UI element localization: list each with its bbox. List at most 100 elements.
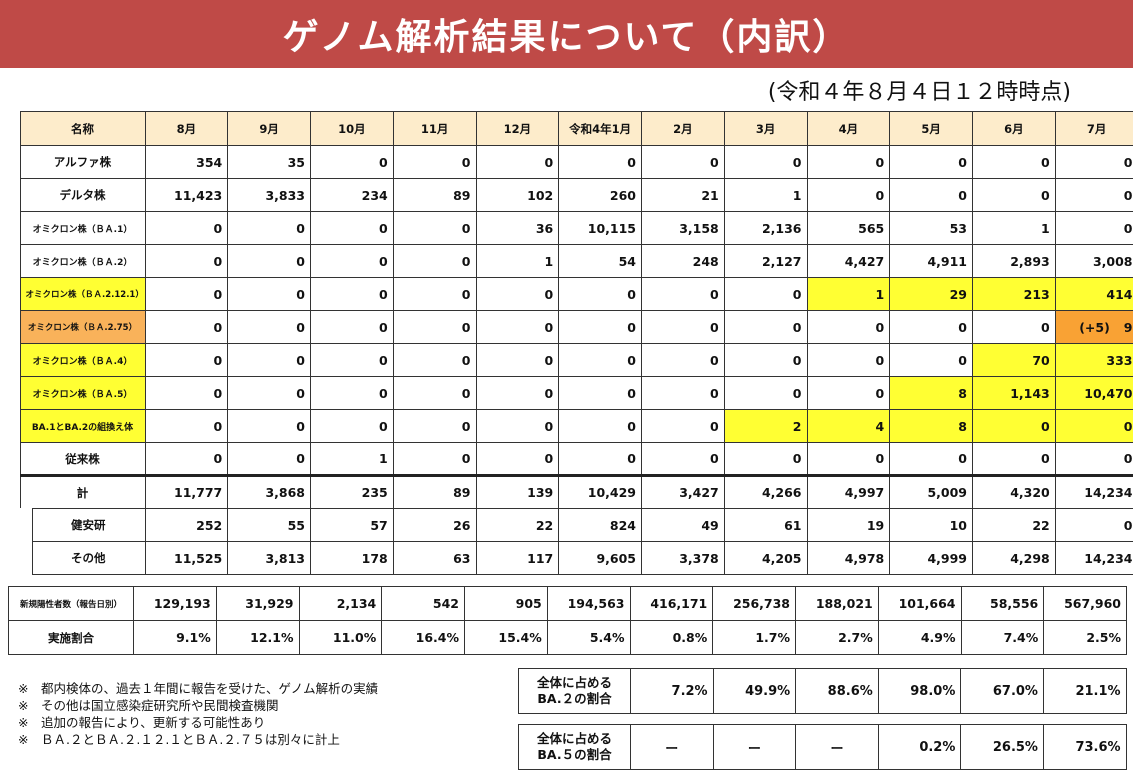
total-row-label: 計 bbox=[19, 474, 146, 509]
variant-row: オミクロン株（ＢＡ.1） 0 0 0 0 36 10,115 3,158 2,136 565 53 1… bbox=[19, 211, 1133, 245]
variant-label: 従来株 bbox=[19, 442, 146, 476]
count-cell: 0 bbox=[227, 310, 311, 344]
ba5-share-cell: 73.6% bbox=[1042, 724, 1127, 770]
count-cell: 0 bbox=[144, 376, 229, 410]
variant-label: オミクロン株（ＢＡ.4） bbox=[19, 343, 146, 377]
variant-label: オミクロン株（ＢＡ.2） bbox=[19, 244, 146, 278]
count-cell: 0 bbox=[806, 442, 891, 476]
count-cell: 414 bbox=[1054, 277, 1133, 311]
variant-row: 従来株 0 0 1 0 0 0 0 0 0 0 0 0 bbox=[19, 442, 1133, 476]
count-cell: 234 bbox=[310, 178, 394, 212]
ba2-share-cell: 67.0% bbox=[960, 668, 1044, 714]
ba5-share-cell: ー bbox=[795, 724, 879, 770]
rate-row: 実施割合 9.1% 12.1% 11.0% 16.4% 15.4% 5.4% 0.8% 1.7%… bbox=[8, 620, 1127, 655]
ba5-share-cell: 0.2% bbox=[877, 724, 962, 770]
rate-cell: 9.1% bbox=[133, 620, 217, 655]
ba5-share-cell: ー bbox=[630, 724, 714, 770]
ba2-share-cell: 88.6% bbox=[795, 668, 879, 714]
total-row-cell: 235 bbox=[310, 474, 394, 509]
other-row-label: その他 bbox=[8, 541, 146, 575]
total-row-cell: 4,320 bbox=[972, 474, 1056, 509]
other-row: その他 11,525 3,813 178 63 117 9,605 3,378 4,205 4,9… bbox=[8, 541, 1133, 575]
count-cell: 0 bbox=[1054, 178, 1133, 212]
count-cell: 0 bbox=[227, 277, 311, 311]
other-row-cell: 117 bbox=[475, 541, 560, 575]
title-banner: ゲノム解析結果について（内訳） bbox=[0, 0, 1133, 68]
count-cell: 0 bbox=[972, 145, 1056, 179]
other-row-cell: 11,525 bbox=[144, 541, 229, 575]
count-cell: 0 bbox=[392, 442, 477, 476]
count-cell: 70 bbox=[972, 343, 1056, 377]
total-row-cell: 139 bbox=[475, 474, 560, 509]
new-cases-cell: 256,738 bbox=[712, 586, 796, 621]
count-cell: 0 bbox=[558, 442, 642, 476]
count-cell: 0 bbox=[392, 145, 477, 179]
count-cell: 0 bbox=[310, 409, 394, 443]
kenanken-row-cell: 55 bbox=[227, 508, 311, 542]
new-cases-table: 新規陽性者数（報告日別） 129,193 31,929 2,134 542 905 194,… bbox=[8, 586, 1127, 655]
other-row-cell: 178 bbox=[310, 541, 394, 575]
new-cases-cell: 416,171 bbox=[629, 586, 714, 621]
variant-label: BA.1とBA.2の組換え体 bbox=[19, 409, 146, 443]
ba2-share-cell: 49.9% bbox=[712, 668, 797, 714]
count-cell: 0 bbox=[144, 277, 229, 311]
rate-cell: 11.0% bbox=[298, 620, 383, 655]
header-month: 2月 bbox=[641, 111, 725, 146]
count-cell: 0 bbox=[144, 211, 229, 245]
rate-cell: 12.1% bbox=[215, 620, 300, 655]
count-value: 9 bbox=[1123, 319, 1133, 335]
ba2-share-table: 全体に占める BA.２の割合 7.2% 49.9% 88.6% 98.0% 67… bbox=[518, 668, 1127, 714]
header-name: 名称 bbox=[19, 111, 146, 146]
ba2-share-row: 全体に占める BA.２の割合 7.2% 49.9% 88.6% 98.0% 67… bbox=[518, 668, 1127, 714]
count-cell: 0 bbox=[806, 343, 891, 377]
total-row-cell: 3,868 bbox=[227, 474, 311, 509]
count-cell: 0 bbox=[392, 409, 477, 443]
count-cell: 1 bbox=[806, 277, 891, 311]
ba2-share-label: 全体に占める BA.２の割合 bbox=[518, 668, 631, 714]
kenanken-row-cell: 0 bbox=[1054, 508, 1133, 542]
count-cell: 53 bbox=[889, 211, 973, 245]
rate-cell: 4.9% bbox=[877, 620, 962, 655]
count-cell: 2,893 bbox=[972, 244, 1056, 278]
count-cell: 10,470 bbox=[1054, 376, 1133, 410]
kenanken-row-cell: 10 bbox=[889, 508, 973, 542]
count-cell: 1 bbox=[972, 211, 1056, 245]
kenanken-row: 健安研 252 55 57 26 22 824 49 61 19 10 22 0 bbox=[8, 508, 1133, 542]
count-cell: 0 bbox=[310, 310, 394, 344]
note-line: ※ 追加の報告により、更新する可能性あり bbox=[18, 715, 266, 730]
header-month: 11月 bbox=[392, 111, 477, 146]
new-cases-cell: 188,021 bbox=[795, 586, 879, 621]
other-row-cell: 4,298 bbox=[972, 541, 1056, 575]
count-cell: 0 bbox=[558, 343, 642, 377]
count-cell: 0 bbox=[475, 277, 560, 311]
count-cell: 0 bbox=[227, 343, 311, 377]
kenanken-row-cell: 57 bbox=[310, 508, 394, 542]
new-cases-cell: 58,556 bbox=[960, 586, 1045, 621]
variant-label: オミクロン株（ＢＡ.2.75） bbox=[19, 310, 146, 344]
count-cell: 0 bbox=[723, 376, 808, 410]
variant-row: オミクロン株（ＢＡ.2） 0 0 0 0 1 54 248 2,127 4,427 4,911 2,8… bbox=[19, 244, 1133, 278]
new-cases-cell: 101,664 bbox=[877, 586, 962, 621]
count-cell: 0 bbox=[806, 376, 891, 410]
count-cell: 0 bbox=[558, 409, 642, 443]
note-line: ※ その他は国立感染症研究所や民間検査機関 bbox=[18, 698, 279, 713]
count-cell: 0 bbox=[310, 343, 394, 377]
count-cell: 2,127 bbox=[723, 244, 808, 278]
count-cell: 0 bbox=[889, 310, 973, 344]
count-cell: 0 bbox=[972, 178, 1056, 212]
other-row-cell: 3,813 bbox=[227, 541, 311, 575]
rate-cell: 1.7% bbox=[712, 620, 796, 655]
count-cell: 0 bbox=[806, 145, 891, 179]
variant-row: デルタ株 11,423 3,833 234 89 102 260 21 1 0 0 0 0 bbox=[19, 178, 1133, 212]
as-of-date: (令和４年８月４日１２時時点) bbox=[767, 80, 1071, 105]
count-cell: 0 bbox=[144, 442, 229, 476]
count-cell: 89 bbox=[392, 178, 477, 212]
total-row: 計 11,777 3,868 235 89 139 10,429 3,427 4,266 4,99… bbox=[19, 474, 1133, 509]
header-month: 4月 bbox=[806, 111, 891, 146]
new-cases-cell: 567,960 bbox=[1043, 586, 1127, 621]
count-cell: 260 bbox=[558, 178, 642, 212]
count-cell: 0 bbox=[972, 442, 1056, 476]
count-cell: 0 bbox=[558, 145, 642, 179]
new-cases-cell: 31,929 bbox=[215, 586, 300, 621]
count-cell: 0 bbox=[558, 310, 642, 344]
